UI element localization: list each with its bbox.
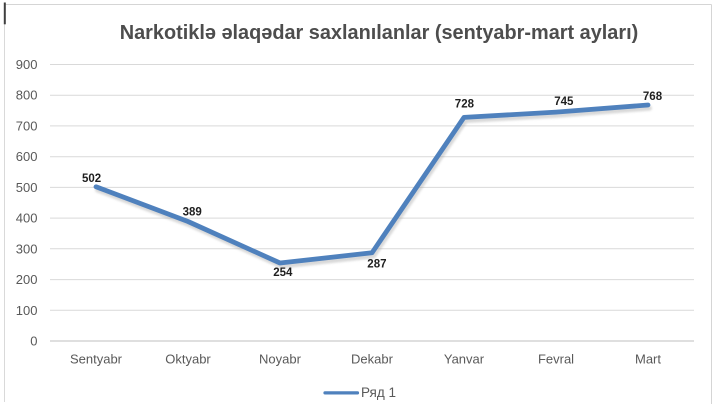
svg-text:Ряд 1: Ряд 1	[361, 385, 396, 400]
svg-text:Oktyabr: Oktyabr	[165, 352, 211, 367]
svg-text:Mart: Mart	[635, 352, 661, 367]
svg-text:600: 600	[16, 149, 38, 164]
svg-text:Noyabr: Noyabr	[259, 352, 302, 367]
svg-text:400: 400	[16, 211, 38, 226]
svg-text:Fevral: Fevral	[538, 352, 574, 367]
svg-text:502: 502	[82, 173, 101, 185]
svg-text:287: 287	[367, 259, 386, 271]
svg-text:900: 900	[16, 57, 38, 72]
svg-text:389: 389	[183, 207, 202, 219]
svg-text:200: 200	[16, 272, 38, 287]
svg-text:Dekabr: Dekabr	[351, 352, 394, 367]
svg-text:254: 254	[273, 267, 293, 279]
svg-text:500: 500	[16, 180, 38, 195]
svg-text:800: 800	[16, 88, 38, 103]
svg-text:700: 700	[16, 118, 38, 133]
svg-text:Sentyabr: Sentyabr	[70, 352, 123, 367]
svg-text:100: 100	[16, 303, 38, 318]
svg-text:0: 0	[30, 334, 37, 349]
svg-text:728: 728	[455, 99, 475, 111]
svg-text:768: 768	[643, 91, 663, 103]
svg-text:Narkotiklə əlaqədar saxlanılan: Narkotiklə əlaqədar saxlanılanlar (senty…	[120, 22, 639, 44]
svg-text:745: 745	[554, 96, 574, 108]
svg-text:300: 300	[16, 241, 38, 256]
svg-text:Yanvar: Yanvar	[444, 352, 485, 367]
